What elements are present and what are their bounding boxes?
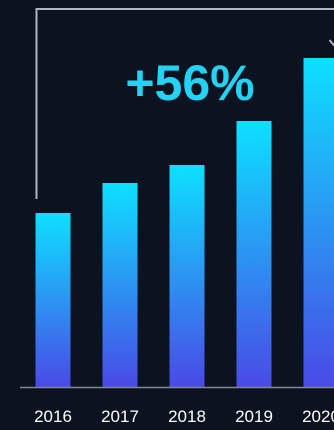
x-tick-label-2019: 2019 (235, 407, 273, 426)
bars-group (35, 58, 334, 387)
bar-2018 (169, 165, 205, 387)
x-tick-label-2018: 2018 (168, 407, 206, 426)
x-tick-labels: 2016 2017 2018 2019 2020 (34, 407, 334, 426)
growth-callout: +56% (35, 8, 334, 199)
x-tick-label-2017: 2017 (101, 407, 139, 426)
bar-2017 (102, 183, 138, 387)
bar-2016 (35, 213, 71, 387)
growth-bracket (35, 8, 334, 199)
arrowhead-icon (328, 39, 334, 47)
x-tick-label-2020: 2020 (302, 407, 334, 426)
bar-2020 (303, 58, 334, 387)
x-tick-label-2016: 2016 (34, 407, 72, 426)
bar-2019 (236, 121, 272, 387)
growth-label: +56% (125, 55, 254, 111)
